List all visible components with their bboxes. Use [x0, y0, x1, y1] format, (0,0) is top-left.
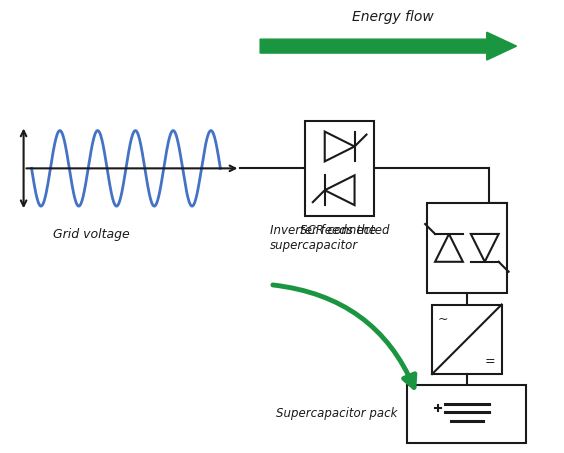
- Text: Supercapacitor pack: Supercapacitor pack: [276, 407, 397, 420]
- Polygon shape: [325, 131, 355, 161]
- Text: Inverter feeds the
supercapacitor: Inverter feeds the supercapacitor: [270, 224, 376, 252]
- Text: SCR connected: SCR connected: [300, 223, 389, 236]
- Polygon shape: [325, 175, 355, 205]
- Text: =: =: [485, 355, 496, 368]
- Text: Energy flow: Energy flow: [352, 10, 434, 24]
- FancyArrow shape: [260, 32, 517, 60]
- Bar: [432, 304, 501, 374]
- Text: Grid voltage: Grid voltage: [53, 228, 130, 241]
- Bar: [407, 385, 526, 443]
- Text: ~: ~: [438, 313, 448, 325]
- Bar: [305, 121, 374, 216]
- FancyArrowPatch shape: [273, 285, 415, 387]
- Bar: [427, 203, 506, 293]
- Polygon shape: [435, 234, 463, 262]
- Polygon shape: [471, 234, 499, 262]
